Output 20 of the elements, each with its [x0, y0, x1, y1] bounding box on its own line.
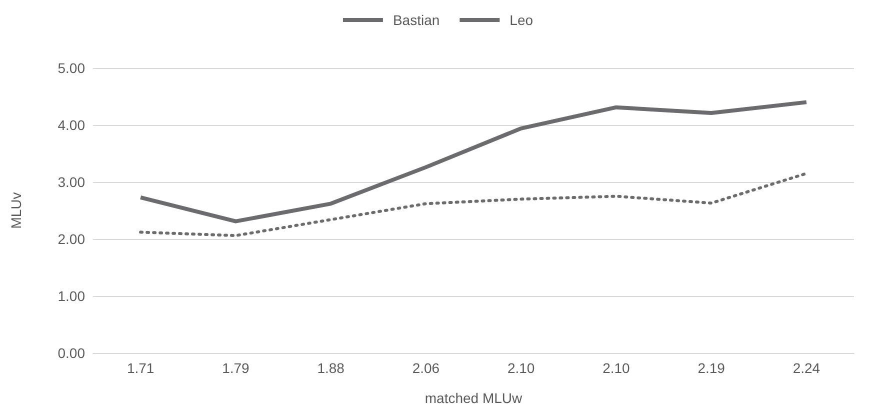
legend-label: Bastian	[392, 12, 440, 28]
y-tick-label: 2.00	[58, 231, 86, 247]
x-tick-label: 2.06	[412, 360, 440, 376]
y-tick-label: 5.00	[58, 60, 86, 76]
line-series	[138, 100, 808, 224]
x-tick-label: 1.71	[126, 360, 154, 376]
x-tick-label: 1.79	[222, 360, 250, 376]
x-tick-label: 1.88	[317, 360, 345, 376]
x-axis-title: matched MLUw	[424, 390, 524, 406]
y-axis-title: MLUv	[8, 192, 24, 229]
x-tick-label: 2.10	[507, 360, 535, 376]
y-tick-label: 0.00	[58, 345, 86, 361]
y-tick-label: 3.00	[58, 174, 86, 190]
legend-label: Leo	[510, 12, 534, 28]
x-tick-label: 2.24	[792, 360, 820, 376]
line-series	[139, 172, 808, 238]
x-tick-label: 2.19	[698, 360, 726, 376]
y-tick-label: 4.00	[58, 117, 86, 133]
x-tick-label: 2.10	[602, 360, 630, 376]
y-tick-label: 1.00	[58, 288, 86, 304]
